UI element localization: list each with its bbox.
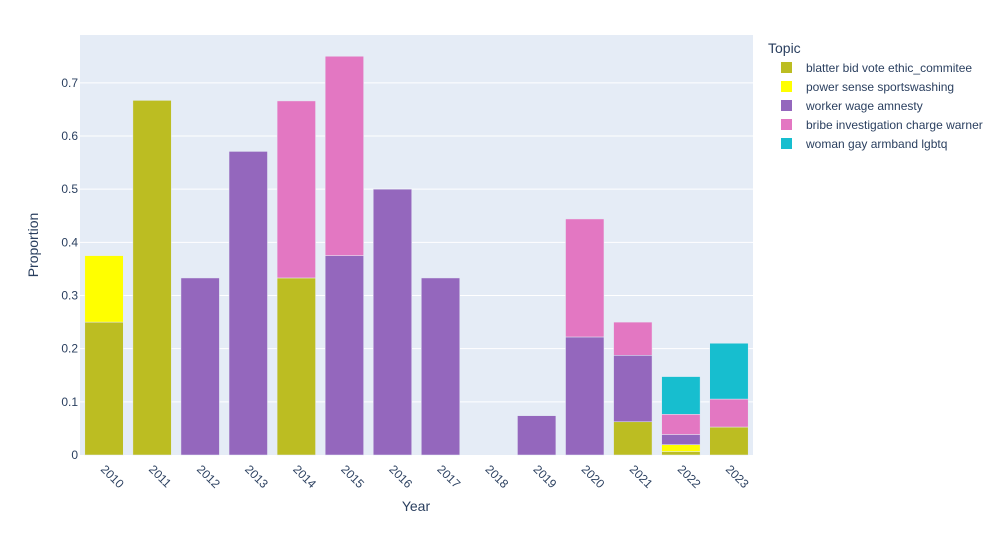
bar-segment[interactable] [661,414,701,435]
y-tick-label: 0.4 [61,235,78,249]
x-tick-label: 2016 [386,462,415,491]
y-tick-label: 0.2 [61,342,78,356]
bar-segment[interactable] [421,277,461,456]
legend-swatch[interactable] [781,81,792,92]
bar-segment[interactable] [517,415,557,456]
legend-swatch[interactable] [781,119,792,130]
y-tick-label: 0.1 [61,395,78,409]
bar-segment[interactable] [276,277,316,456]
x-tick-label: 2013 [242,462,271,491]
bar-segment[interactable] [709,342,749,400]
bar-segment[interactable] [276,100,316,279]
y-tick-label: 0.3 [61,289,78,303]
x-axis-title: Year [402,498,431,514]
y-tick-label: 0 [71,448,78,462]
legend-title: Topic [768,40,801,56]
bar-segment[interactable] [565,336,605,456]
legend-item-label[interactable]: worker wage amnesty [805,99,923,113]
x-tick-label: 2020 [579,462,608,491]
x-tick-label: 2023 [723,462,752,491]
y-tick-label: 0.5 [61,182,78,196]
bar-segment[interactable] [709,426,749,456]
bar-segment[interactable] [661,376,701,415]
x-tick-label: 2011 [146,462,174,490]
bar-segment[interactable] [565,218,605,338]
legend-swatch[interactable] [781,100,792,111]
bar-segment[interactable] [324,255,364,456]
legend-swatch[interactable] [781,138,792,149]
bar-segment[interactable] [613,421,653,456]
bar-segment[interactable] [661,444,701,452]
y-tick-label: 0.7 [61,76,78,90]
y-axis-title: Proportion [25,213,41,278]
x-tick-label: 2019 [531,462,560,491]
bar-segment[interactable] [613,321,653,356]
x-tick-label: 2015 [338,462,367,491]
legend-item-label[interactable]: bribe investigation charge warner [806,118,983,132]
bar-segment[interactable] [372,188,412,456]
legend-item-label[interactable]: blatter bid vote ethic_commitee [806,61,972,75]
x-tick-label: 2012 [194,462,223,491]
bar-segment[interactable] [84,321,124,456]
x-tick-label: 2017 [434,462,463,491]
x-tick-label: 2010 [98,462,127,491]
legend-item-label[interactable]: woman gay armband lgbtq [805,137,947,151]
bar-segment[interactable] [709,398,749,428]
bar-segment[interactable] [661,451,701,456]
bar-segment[interactable] [180,277,220,456]
x-tick-label: 2014 [290,462,319,491]
bar-segment[interactable] [661,434,701,445]
legend: Topic blatter bid vote ethic_commiteepow… [768,40,983,151]
bar-segment[interactable] [613,355,653,423]
x-tick-label: 2021 [627,462,656,491]
y-tick-label: 0.6 [61,129,78,143]
bar-segment[interactable] [228,151,268,456]
x-tick-label: 2018 [482,462,511,491]
legend-swatch[interactable] [781,62,792,73]
bar-segment[interactable] [132,100,172,456]
legend-item-label[interactable]: power sense sportswashing [806,80,954,94]
x-tick-label: 2022 [675,462,704,491]
bar-segment[interactable] [324,56,364,256]
bar-segment[interactable] [84,255,124,323]
